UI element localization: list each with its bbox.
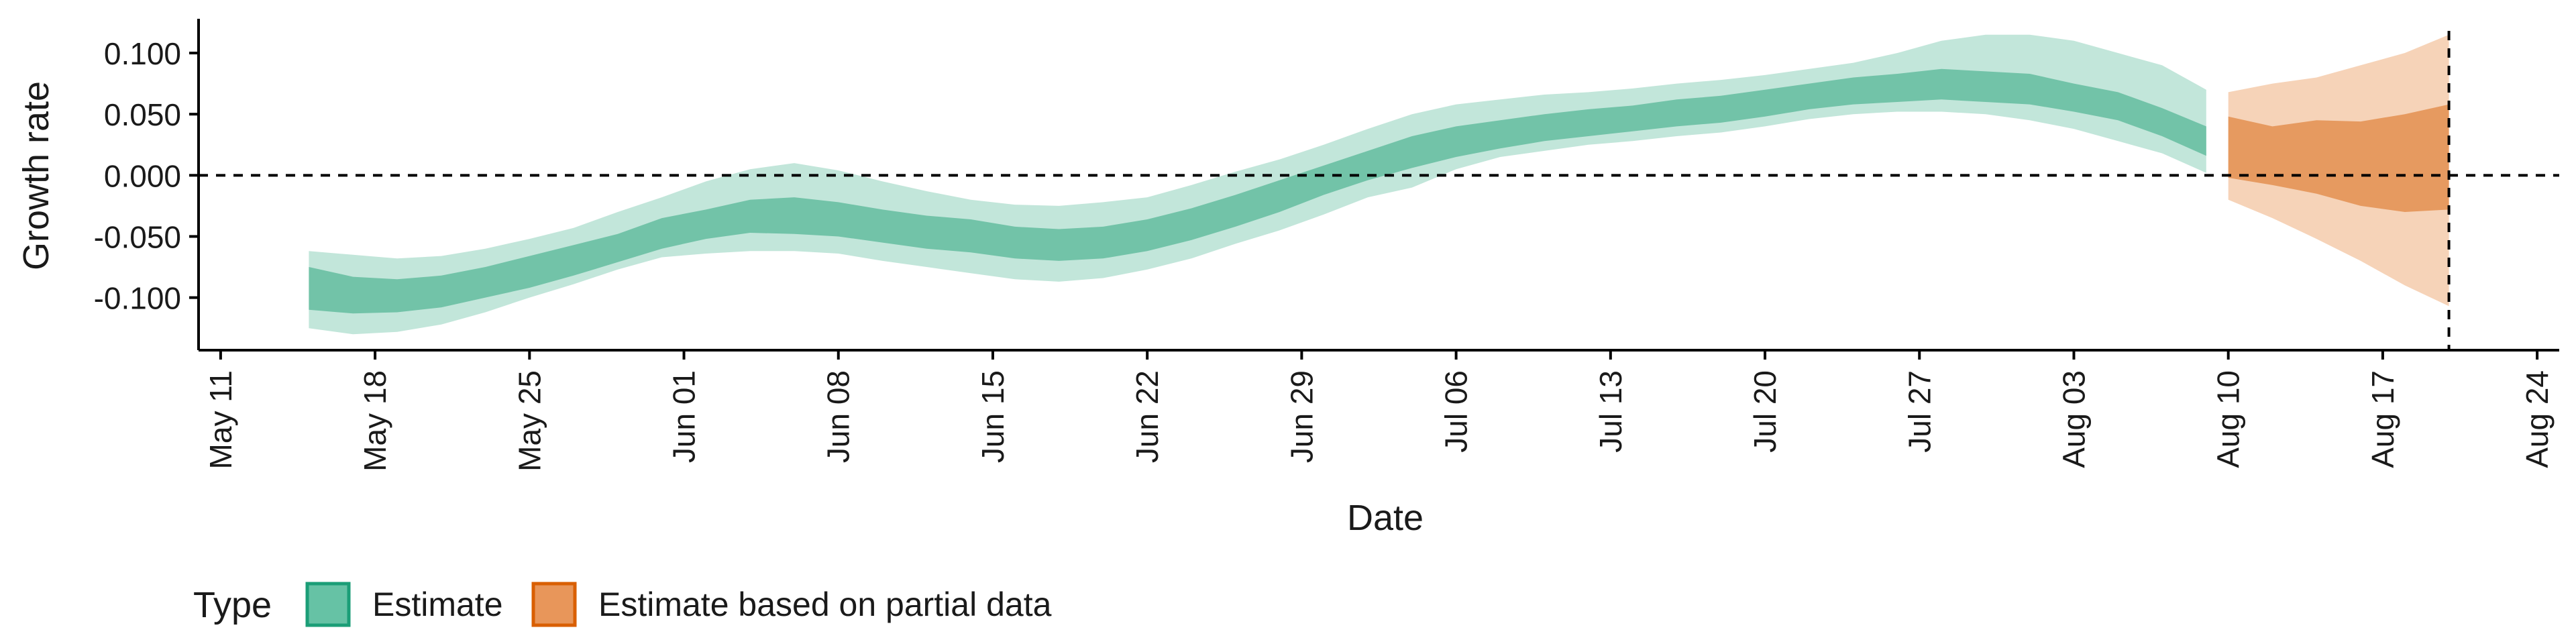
x-tick-label: Jun 01 (667, 370, 702, 463)
x-tick-label: Jun 08 (821, 370, 856, 463)
x-tick-label: Aug 24 (2520, 370, 2555, 468)
y-axis-label: Growth rate (16, 81, 56, 270)
y-tick-label: -0.100 (94, 281, 181, 316)
x-axis-label: Date (1347, 498, 1424, 538)
y-tick-label: -0.050 (94, 219, 181, 254)
partial-estimate-inner-interval (2228, 104, 2449, 212)
legend-swatch-estimate (305, 582, 351, 627)
x-tick-label: May 11 (203, 370, 238, 469)
y-tick-label: 0.100 (104, 36, 181, 71)
x-tick-label: Jun 22 (1130, 370, 1165, 463)
x-tick-label: Aug 17 (2365, 370, 2400, 468)
x-tick-label: May 18 (358, 370, 392, 472)
x-tick-label: Jun 15 (975, 370, 1010, 463)
x-tick-label: Aug 03 (2057, 370, 2092, 468)
x-tick-label: Aug 10 (2211, 370, 2246, 468)
x-tick-label: Jul 20 (1748, 370, 1782, 453)
legend-swatch-partial (531, 582, 577, 627)
x-tick-label: Jul 13 (1593, 370, 1628, 453)
x-tick-label: Jun 29 (1284, 370, 1319, 463)
legend: Type Estimate Estimate based on partial … (193, 582, 1052, 627)
reference-lines (199, 31, 2559, 350)
legend-title: Type (193, 585, 272, 625)
x-tick-label: May 25 (512, 370, 547, 472)
x-tick-label: Jul 27 (1902, 370, 1937, 453)
y-tick-label: 0.050 (104, 97, 181, 132)
y-tick-label: 0.000 (104, 158, 181, 193)
legend-label-estimate: Estimate (372, 586, 503, 623)
axes: 0.100 0.050 0.000 -0.050 -0.100 May 11 May 18 M… (94, 19, 2559, 472)
x-tick-label: Jul 06 (1439, 370, 1474, 453)
ribbon-layer (309, 34, 2449, 335)
estimate-inner-interval (309, 68, 2206, 314)
legend-label-partial: Estimate based on partial data (598, 586, 1052, 623)
